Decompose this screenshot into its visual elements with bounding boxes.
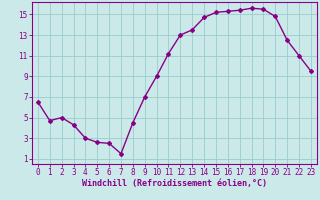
X-axis label: Windchill (Refroidissement éolien,°C): Windchill (Refroidissement éolien,°C) [82, 179, 267, 188]
